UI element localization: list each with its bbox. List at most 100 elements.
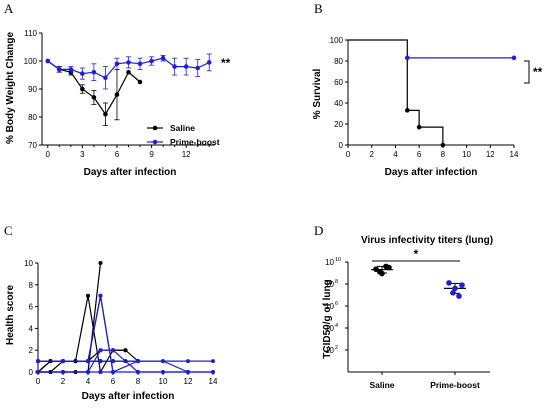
chart-c-ytick-label: 8: [29, 281, 34, 290]
chart-b-prime-boost-point: [404, 55, 410, 61]
chart-b-ytick-label: 80: [334, 57, 343, 66]
chart-c-prime-boost-point: [186, 370, 190, 374]
chart-c-xtick-label: 12: [184, 377, 193, 386]
chart-c-prime-boost-point: [111, 370, 115, 374]
chart-c-saline-point: [123, 348, 128, 353]
chart-a-ytick-label: 80: [28, 113, 37, 122]
chart-c-prime-boost-point: [186, 359, 190, 364]
chart-c-ytick-label: 6: [29, 303, 34, 312]
chart-a-prime-boost-point: [206, 60, 212, 65]
chart-c-xtick-label: 10: [159, 377, 168, 386]
chart-d-ytick-base: 10: [325, 258, 334, 267]
chart-b-xtick-label: 0: [346, 150, 351, 159]
chart-d-prime-boost-point: [450, 290, 456, 296]
chart-a-prime-boost-point: [172, 64, 177, 69]
chart-d-ytick-base: 10: [325, 302, 334, 311]
chart-b-significance-bracket: [524, 60, 530, 84]
chart-c-prime-boost-point: [61, 359, 65, 364]
chart-b-ylabel: % Survival: [312, 68, 323, 119]
chart-a-prime-boost-point: [91, 69, 97, 75]
chart-b-saline-point: [404, 108, 410, 113]
chart-d-saline-point: [373, 266, 379, 272]
chart-d-prime-boost-point: [456, 293, 462, 299]
panel-label-a: A: [4, 1, 14, 16]
chart-b-ytick-label: 100: [330, 36, 344, 45]
legend-saline-marker: [152, 125, 158, 131]
chart-c-xlabel: Days after infection: [82, 391, 175, 402]
chart-d-ytick-base: 10: [325, 280, 334, 289]
chart-a: % Body Weight Change Days after infectio…: [5, 29, 231, 178]
chart-a-significance: **: [221, 56, 231, 70]
chart-a-xtick-label: 12: [182, 150, 191, 159]
chart-b-significance: **: [533, 65, 543, 79]
chart-c-prime-boost-point: [86, 359, 90, 364]
chart-a-saline-point: [114, 92, 120, 97]
chart-a-prime-boost-point: [80, 71, 85, 76]
chart-c-prime-boost-point: [98, 293, 103, 298]
chart-a-prime-boost-point: [57, 67, 62, 72]
chart-d-category-label: Saline: [369, 380, 394, 390]
chart-a-prime-boost-point: [45, 58, 51, 64]
chart-a-xtick-label: 0: [46, 150, 51, 159]
chart-b-xlabel: Days after infection: [385, 167, 478, 178]
chart-d-ytick-exponent: 6: [335, 301, 338, 307]
chart-a-xtick-label: 3: [80, 150, 85, 159]
chart-a-prime-boost-point: [183, 64, 189, 69]
chart-d-category-label: Prime-boost: [430, 380, 480, 390]
chart-a-saline-point: [126, 69, 131, 75]
chart-c-saline-point: [86, 293, 90, 298]
chart-d-saline-point: [386, 264, 392, 271]
chart-c-prime-boost-point: [211, 370, 215, 374]
chart-c-xtick-label: 6: [111, 377, 116, 386]
chart-a-ylabel: % Body Weight Change: [5, 32, 16, 144]
chart-c-prime-boost-point: [161, 359, 165, 364]
chart-c-prime-boost-point: [136, 370, 140, 374]
chart-b-xtick-label: 6: [417, 150, 422, 159]
chart-c-xtick-label: 4: [86, 377, 91, 386]
chart-d-ytick-base: 10: [325, 324, 334, 333]
chart-c-ylabel: Health score: [5, 285, 16, 345]
chart-d-saline-point: [379, 270, 385, 277]
chart-b-saline-point: [440, 142, 446, 148]
chart-b-xtick-label: 10: [462, 150, 471, 159]
chart-c-prime-boost-point: [98, 359, 103, 364]
chart-a-ytick-label: 90: [28, 85, 37, 94]
chart-b-xtick-label: 14: [510, 150, 519, 159]
chart-c-xtick-label: 2: [61, 377, 66, 386]
chart-c-ytick-label: 0: [29, 368, 34, 377]
legend-saline-label: Saline: [170, 123, 195, 133]
chart-b: % Survival Days after infection ** 02040…: [312, 36, 543, 178]
legend-prime-boost-marker: [152, 139, 158, 145]
chart-a-prime-boost-point: [126, 60, 131, 65]
chart-b-xtick-label: 2: [369, 150, 374, 159]
chart-a-xtick-label: 9: [149, 150, 154, 159]
chart-c-prime-boost-point: [111, 359, 115, 364]
chart-c-prime-boost-point: [136, 359, 140, 364]
chart-c: Health score Days after infection 0 2 4 6 8 1…: [5, 259, 218, 402]
chart-a-prime-boost-point: [137, 61, 143, 67]
chart-c-prime-boost-point: [61, 370, 65, 374]
chart-a-saline-point: [137, 79, 143, 85]
chart-c-xtick-label: 0: [36, 377, 41, 386]
chart-b-xtick-label: 8: [441, 150, 446, 159]
chart-a-xtick-label: 6: [115, 150, 120, 159]
chart-c-prime-boost-point: [86, 370, 90, 374]
chart-b-xtick-label: 4: [393, 150, 398, 159]
chart-d-prime-boost-point: [452, 285, 458, 292]
chart-c-prime-boost-point: [211, 359, 215, 364]
legend-prime-boost-label: Prime-boost: [170, 137, 220, 147]
chart-b-xtick-label: 12: [486, 150, 495, 159]
chart-a-xlabel: Days after infection: [84, 167, 177, 178]
chart-c-saline-point: [98, 261, 103, 265]
chart-c-xtick-label: 14: [209, 377, 218, 386]
panel-label-d: D: [314, 223, 323, 238]
panel-label-c: C: [4, 223, 13, 238]
chart-a-prime-boost-point: [68, 67, 74, 72]
chart-c-prime-boost-point: [98, 348, 103, 353]
chart-a-prime-boost-point: [160, 55, 166, 61]
chart-a-prime-boost-point: [114, 61, 120, 67]
chart-d: Virus infectivity titers (lung) TCID50/g…: [322, 235, 493, 390]
chart-a-saline-point: [91, 95, 97, 100]
chart-a-prime-boost-point: [149, 58, 154, 64]
chart-c-ytick-label: 2: [29, 346, 34, 355]
